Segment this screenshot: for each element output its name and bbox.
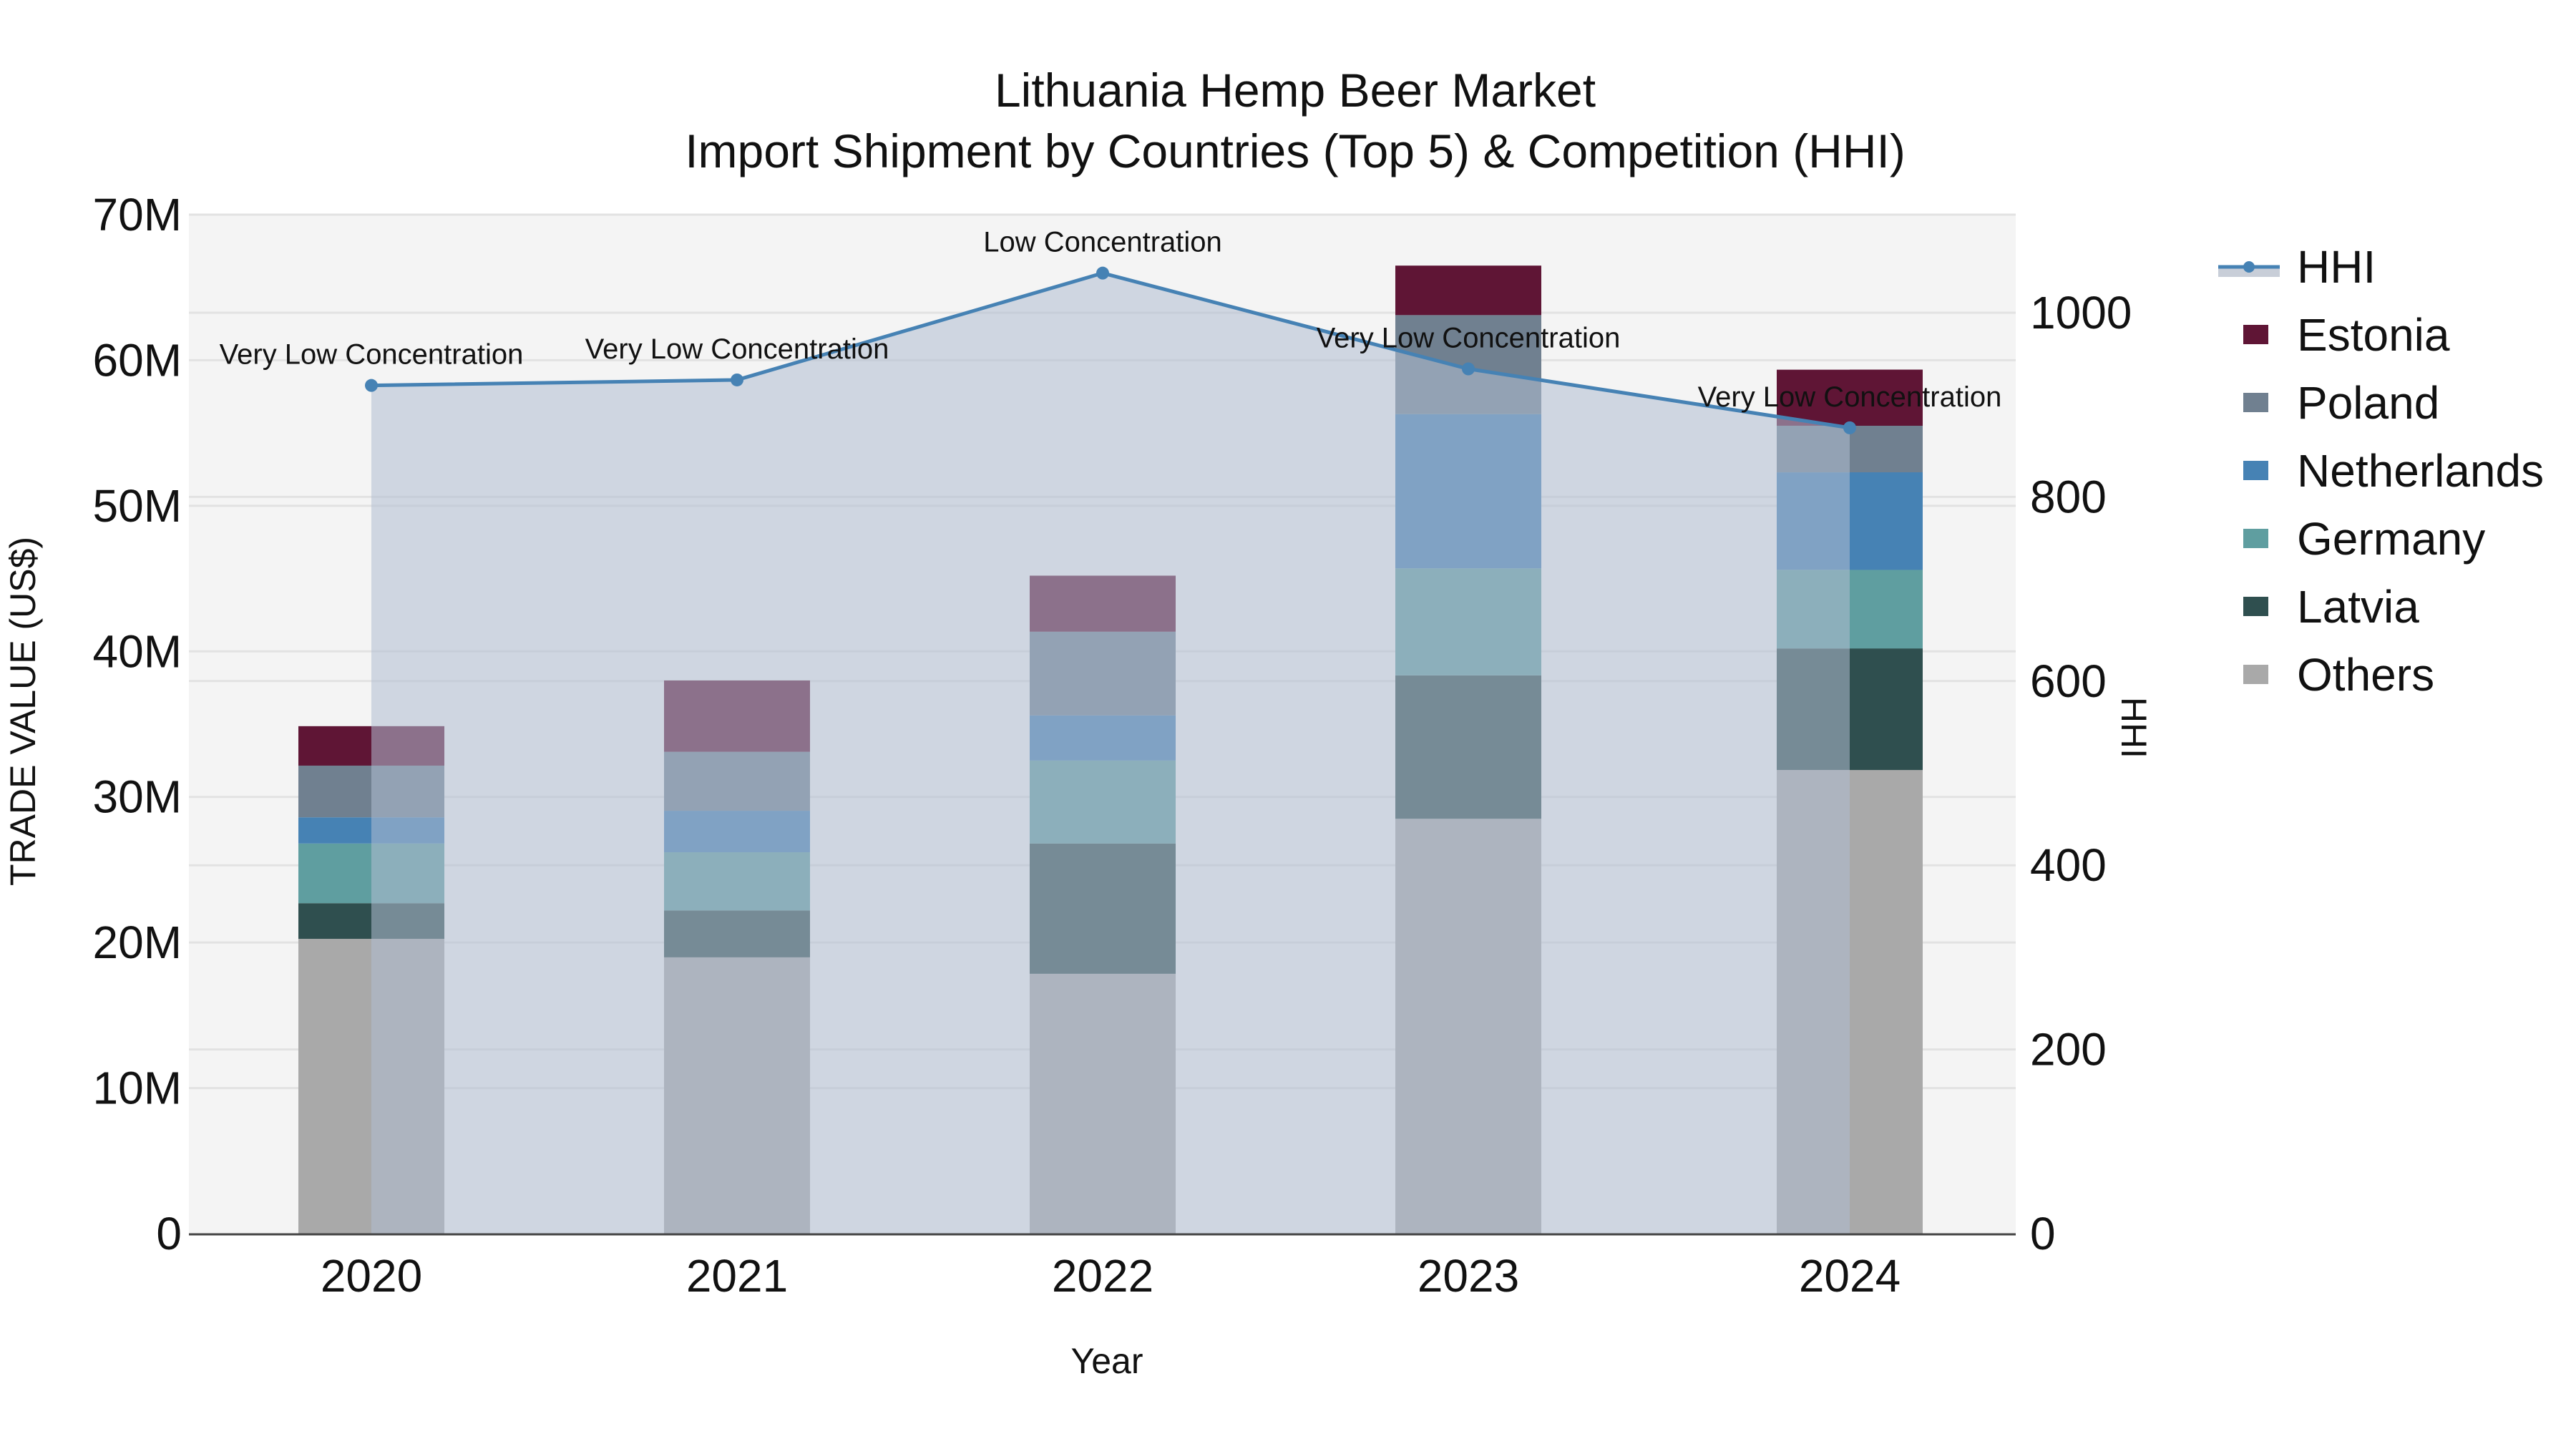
square-swatch-icon [2243,393,2268,412]
y2-tick-label: 0 [2030,1208,2056,1259]
hhi-point-2021[interactable] [731,373,743,386]
legend-label: HHI [2297,240,2376,293]
x-tick-label: 2022 [1052,1250,1153,1302]
hhi-annotation: Very Low Concentration [585,333,889,365]
x-tick-label: 2023 [1418,1250,1519,1302]
x-axis-ticks: 2020 2021 2022 2023 2024 [321,1250,1901,1302]
hhi-annotations: Very Low Concentration Very Low Concentra… [220,227,2002,413]
x-tick-label: 2024 [1799,1250,1901,1302]
square-swatch-icon [2243,597,2268,616]
y2-tick-label: 1000 [2030,287,2132,338]
y-tick-label: 30M [93,771,182,823]
y2-tick-label: 800 [2030,471,2107,522]
y-axis-left-ticks: 0 10M 20M 30M 40M 50M 60M 70M [93,189,182,1259]
y-axis-right-title: HHI [2114,696,2154,759]
hhi-area [371,273,1850,1234]
y2-tick-label: 200 [2030,1024,2107,1075]
square-swatch-icon [2243,665,2268,684]
hhi-point-2024[interactable] [1843,421,1856,434]
square-swatch-icon [2243,529,2268,548]
legend-label: Poland [2297,376,2440,429]
chart-subtitle: Import Shipment by Countries (Top 5) & C… [685,125,1906,177]
legend-label: Estonia [2297,308,2450,361]
hhi-annotation: Very Low Concentration [220,339,524,371]
legend-label: Netherlands [2297,444,2545,497]
hhi-annotation: Very Low Concentration [1698,381,2002,413]
hhi-point-2022[interactable] [1096,266,1109,280]
y-axis-left-title: TRADE VALUE (US$) [3,536,43,887]
x-axis-title: Year [1070,1341,1143,1381]
bar-segment-netherlands[interactable] [1850,472,1923,570]
chart-title: Lithuania Hemp Beer Market [994,64,1596,117]
y-tick-label: 40M [93,625,182,677]
legend-label: Germany [2297,512,2486,565]
legend-label: Others [2297,648,2435,701]
bar-segment-germany[interactable] [1850,570,1923,649]
hhi-point-2023[interactable] [1462,362,1475,376]
hhi-point-2020[interactable] [365,379,378,392]
x-tick-label: 2021 [686,1250,788,1302]
bar-segment-estonia[interactable] [1850,369,1923,426]
y-tick-label: 0 [156,1208,182,1259]
legend-label: Latvia [2297,580,2419,633]
bar-segment-others[interactable] [1850,770,1923,1234]
y-tick-label: 60M [93,334,182,386]
bar-stacks-right-half [1850,369,1923,1234]
bar-segment-latvia[interactable] [1850,648,1923,771]
line-marker-icon [2218,260,2280,277]
hhi-fill [371,273,1850,1234]
hhi-annotation: Very Low Concentration [1317,323,1621,354]
y-tick-label: 70M [93,189,182,240]
bar-segment-poland[interactable] [1850,425,1923,473]
y-tick-label: 50M [93,480,182,532]
y-tick-label: 10M [93,1063,182,1114]
hhi-annotation: Low Concentration [983,227,1222,258]
y-axis-right-ticks: 0 200 400 600 800 1000 [2030,287,2132,1259]
square-swatch-icon [2243,325,2268,344]
y-tick-label: 20M [93,917,182,968]
bar-segment-estonia[interactable] [1395,265,1541,316]
y2-tick-label: 400 [2030,839,2107,891]
square-swatch-icon [2243,461,2268,480]
hhi-line [365,266,1856,434]
y2-tick-label: 600 [2030,655,2107,707]
x-tick-label: 2020 [321,1250,422,1302]
bar-stack-right-2024[interactable] [1850,369,1923,1234]
